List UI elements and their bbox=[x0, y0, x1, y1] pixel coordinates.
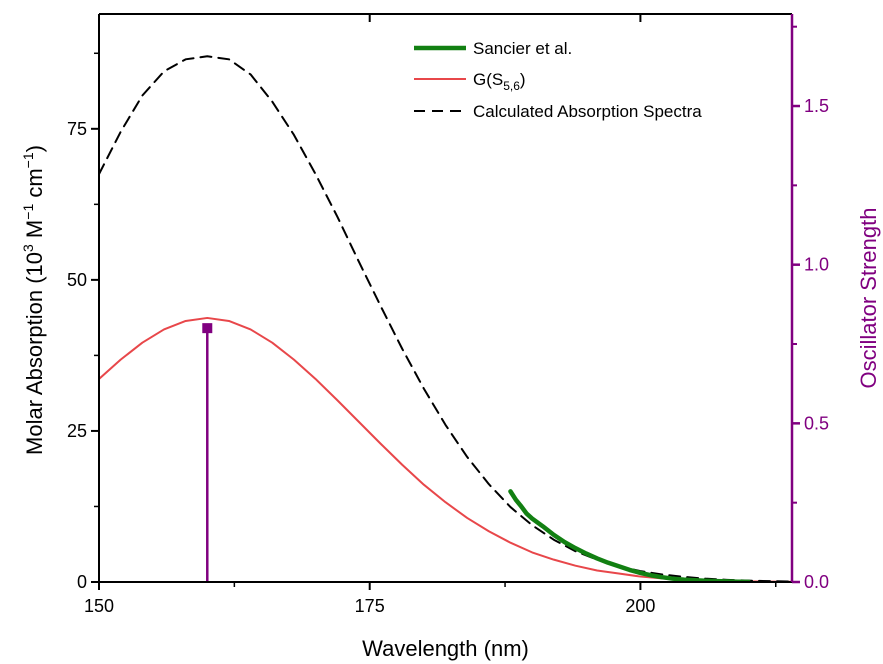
y-axis-title: Molar Absorption (103 M−1 cm−1) bbox=[20, 145, 47, 455]
y-tick-label: 25 bbox=[67, 421, 87, 441]
series-line-1 bbox=[99, 316, 792, 582]
series-line-0 bbox=[508, 489, 751, 582]
y-tick-label: 50 bbox=[67, 270, 87, 290]
series-layer bbox=[99, 55, 792, 582]
legend-label-0: Sancier et al. bbox=[473, 39, 572, 58]
legend: Sancier et al. G(S5,6) Calculated Absorpti… bbox=[414, 39, 702, 121]
y-tick-label: 0 bbox=[77, 572, 87, 592]
x-tick-label: 175 bbox=[355, 596, 385, 616]
oscillator-marker bbox=[202, 323, 213, 334]
y2-tick-label: 0.5 bbox=[804, 413, 829, 433]
x-tick-label: 150 bbox=[84, 596, 114, 616]
oscillator-layer bbox=[202, 323, 213, 582]
y2-tick-label: 1.5 bbox=[804, 96, 829, 116]
series-line-2 bbox=[99, 55, 792, 582]
plot-frame bbox=[98, 13, 794, 583]
axis-titles: Wavelength (nm) Molar Absorption (103 M−1… bbox=[20, 145, 881, 661]
y2-axis-title: Oscillator Strength bbox=[856, 208, 881, 389]
y2-tick-label: 1.0 bbox=[804, 255, 829, 275]
tick-layer: 150 175 200 0 25 50 75 0.0 0.5 1.0 1.5 bbox=[67, 14, 829, 616]
x-tick-label: 200 bbox=[625, 596, 655, 616]
legend-label-1: G(S5,6) bbox=[473, 70, 526, 93]
legend-label-2: Calculated Absorption Spectra bbox=[473, 102, 702, 121]
y-tick-label: 75 bbox=[67, 119, 87, 139]
y2-tick-label: 0.0 bbox=[804, 572, 829, 592]
x-axis-title: Wavelength (nm) bbox=[362, 636, 529, 661]
